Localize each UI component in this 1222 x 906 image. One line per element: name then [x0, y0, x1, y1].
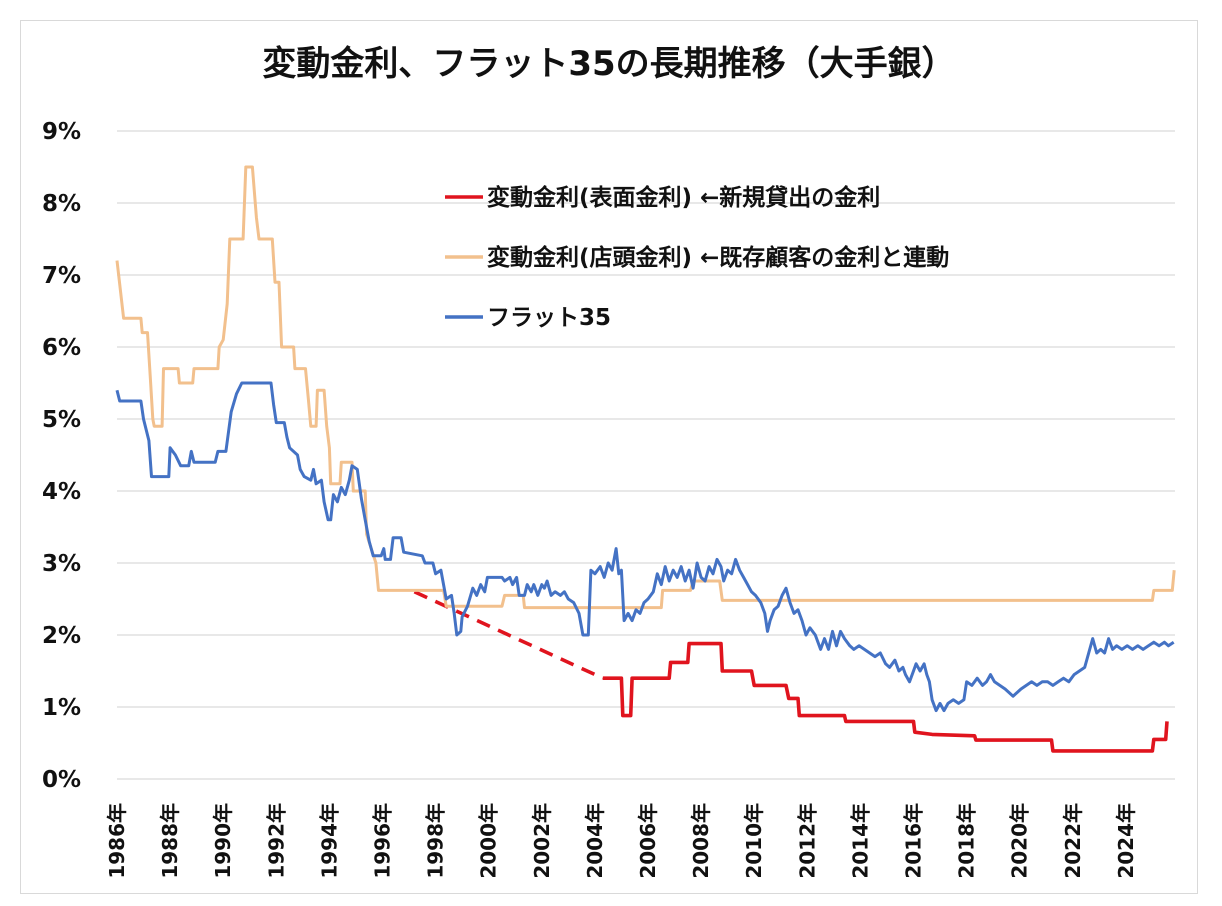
- y-tick-label: 5%: [42, 407, 81, 433]
- legend-label: フラット35: [487, 305, 611, 331]
- y-tick-label: 2%: [42, 623, 81, 649]
- chart-title: 変動金利、フラット35の長期推移（大手銀）: [262, 44, 955, 84]
- y-tick-label: 8%: [42, 191, 81, 217]
- y-tick-label: 4%: [42, 479, 81, 505]
- x-tick-label: 2002年: [530, 803, 554, 879]
- x-tick-label: 1994年: [317, 803, 341, 879]
- x-tick-label: 1990年: [211, 803, 235, 879]
- x-tick-label: 2000年: [477, 803, 501, 879]
- x-tick-label: 2022年: [1061, 803, 1085, 879]
- x-tick-label: 2018年: [955, 803, 979, 879]
- x-tick-label: 2008年: [689, 803, 713, 879]
- legend-label: 変動金利(表面金利) ←新規貸出の金利: [487, 184, 880, 211]
- series-line-1: [602, 641, 1169, 753]
- y-tick-label: 7%: [42, 263, 81, 289]
- x-tick-label: 1988年: [158, 803, 182, 879]
- x-tick-label: 2010年: [742, 803, 766, 879]
- x-tick-label: 1992年: [264, 803, 288, 879]
- x-tick-label: 1986年: [105, 803, 129, 879]
- x-tick-label: 2016年: [901, 803, 925, 879]
- chart-svg: 変動金利、フラット35の長期推移（大手銀） 0% 1% 2% 3% 4% 5% 6% 7% 8%…: [42, 44, 1176, 879]
- x-tick-label: 2020年: [1008, 803, 1032, 879]
- x-tick-label: 2012年: [795, 803, 819, 879]
- series-line-3: [115, 381, 1175, 713]
- legend-label: 変動金利(店頭金利) ←既存顧客の金利と連動: [487, 244, 949, 271]
- x-tick-label: 1996年: [370, 803, 394, 879]
- chart-frame: 変動金利、フラット35の長期推移（大手銀） 0% 1% 2% 3% 4% 5% 6% 7% 8%…: [20, 20, 1198, 894]
- y-tick-label: 6%: [42, 335, 81, 361]
- y-tick-label: 9%: [42, 119, 81, 145]
- x-tick-label: 2006年: [636, 803, 660, 879]
- x-tick-label: 2024年: [1114, 803, 1138, 879]
- y-tick-label: 1%: [42, 695, 81, 721]
- x-tick-label: 2014年: [848, 803, 872, 879]
- y-tick-label: 3%: [42, 551, 81, 577]
- series-line-2: [115, 165, 1176, 610]
- x-tick-label: 2004年: [583, 803, 607, 879]
- y-tick-label: 0%: [42, 767, 81, 793]
- x-tick-label: 1998年: [424, 803, 448, 879]
